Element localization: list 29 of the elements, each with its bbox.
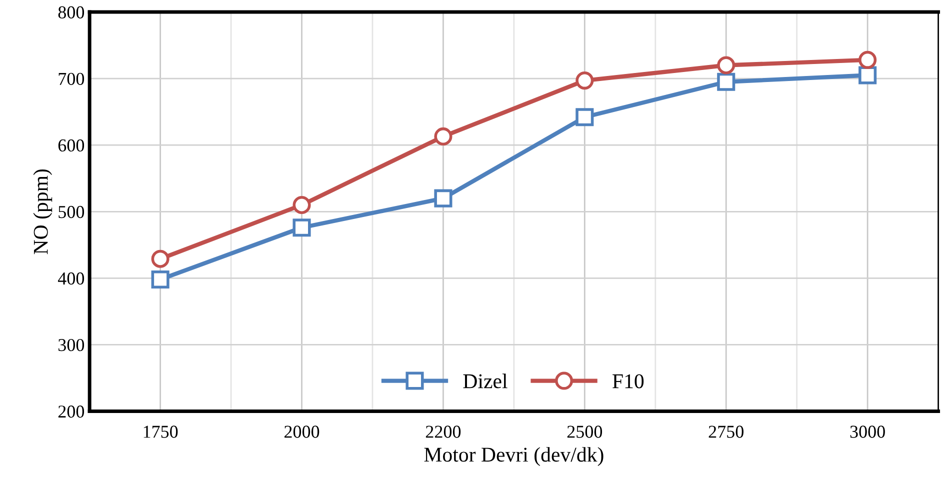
- point: [434, 189, 452, 208]
- x-tick-label: 2750: [708, 426, 744, 438]
- point: [858, 50, 877, 69]
- point: [292, 196, 311, 214]
- x-tick-label: 3000: [850, 426, 885, 438]
- x-tick-label: 2200: [426, 426, 461, 438]
- y-tick-label: 400: [58, 272, 84, 285]
- y-tick-label: 700: [58, 72, 84, 86]
- x-axis-title: Motor Devri (dev/dk): [424, 447, 604, 466]
- legend-label: F10: [612, 374, 644, 388]
- y-tick-label: 500: [58, 206, 84, 218]
- y-axis-title: NO (ppm): [33, 169, 52, 254]
- y-tick-label: 300: [58, 338, 84, 352]
- y-tick-label: 600: [58, 139, 84, 152]
- x-tick-label: 1750: [144, 426, 178, 438]
- point: [858, 66, 877, 84]
- point: [151, 250, 170, 268]
- point: [292, 218, 311, 237]
- y-tick-label: 800: [58, 6, 84, 18]
- point: [717, 72, 736, 91]
- x-tick-label: 2500: [567, 426, 602, 438]
- point: [576, 108, 594, 126]
- point: [717, 56, 736, 74]
- point: [151, 270, 170, 289]
- point: [434, 127, 452, 146]
- y-tick-label: 200: [58, 406, 84, 418]
- x-tick-label: 2000: [284, 426, 320, 438]
- point: [576, 72, 594, 90]
- legend-label: Dizel: [463, 374, 508, 388]
